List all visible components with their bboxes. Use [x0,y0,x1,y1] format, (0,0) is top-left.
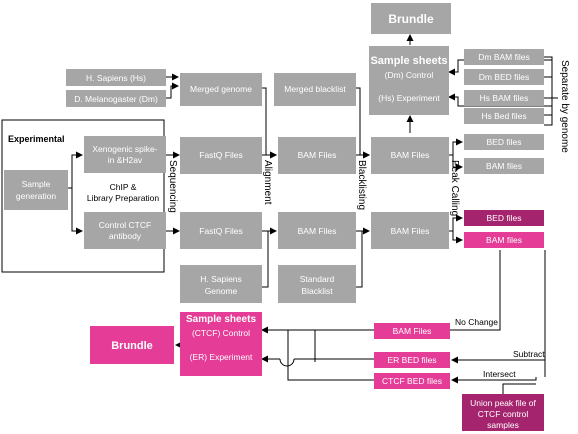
svg-text:Brundle: Brundle [388,12,434,26]
merged-blacklist-box: Merged blacklist [274,73,356,106]
merged-genome-box: Merged genome [180,73,262,106]
svg-text:Hs Bed files: Hs Bed files [481,111,526,121]
fastq-files-bottom-box: FastQ Files [180,212,262,249]
svg-text:(Hs) Experiment: (Hs) Experiment [378,93,440,103]
svg-text:FastQ Files: FastQ Files [199,226,242,236]
svg-text:Dm BAM files: Dm BAM files [478,52,529,62]
svg-text:Dm BED files: Dm BED files [479,72,530,82]
svg-text:Sample: Sample [22,179,51,189]
svg-text:Brundle: Brundle [111,340,153,352]
sample-generation-box: Sample generation [4,170,68,210]
svg-text:Hs BAM files: Hs BAM files [480,93,529,103]
svg-text:ChIP &: ChIP & [110,182,137,192]
svg-text:Library Preparation: Library Preparation [87,193,160,203]
svg-text:(ER) Experiment: (ER) Experiment [190,352,253,362]
svg-text:Sample sheets: Sample sheets [186,314,256,325]
svg-text:Sample sheets: Sample sheets [370,55,447,67]
chip-library-prep-label: ChIP & Library Preparation [87,182,160,203]
experimental-label: Experimental [8,134,65,144]
standard-blacklist-box: Standard Blacklist [278,265,356,303]
bam-align-bottom-box: BAM Files [278,212,356,249]
peak-calling-stage-label: Peak Calling [449,160,460,216]
svg-text:Merged blacklist: Merged blacklist [284,84,346,94]
svg-text:BAM Files: BAM Files [298,226,337,236]
svg-text:CTCF BED files: CTCF BED files [382,376,442,386]
svg-text:(Dm) Control: (Dm) Control [385,70,434,80]
svg-text:samples: samples [487,420,519,430]
bam-align-top-box: BAM Files [278,137,356,174]
svg-text:H. Sapiens: H. Sapiens [200,274,242,284]
intersect-label: Intersect [483,369,516,379]
svg-text:(CTCF) Control: (CTCF) Control [192,328,250,338]
svg-text:antibody: antibody [109,231,142,241]
svg-text:BAM Files: BAM Files [391,226,430,236]
svg-text:BAM Files: BAM Files [391,150,430,160]
svg-text:BED files: BED files [487,137,522,147]
fastq-files-top-box: FastQ Files [180,137,262,174]
svg-text:in &H2av: in &H2av [108,155,143,165]
svg-text:FastQ Files: FastQ Files [199,150,242,160]
bottom-brundle-box: Brundle [90,326,174,364]
bam-files-gray-box: BAM files [464,158,544,174]
connectors [1,34,558,384]
svg-text:Xenogenic spike-: Xenogenic spike- [92,144,157,154]
svg-text:Union peak file of: Union peak file of [470,398,536,408]
svg-text:BED files: BED files [487,213,522,223]
alignment-stage-label: Alignment [262,160,273,205]
right-files-stack: Dm BAM files Dm BED files Hs BAM files H… [464,49,544,124]
bam-files-pink-box: BAM files [464,232,544,248]
blacklisting-stage-label: Blacklisting [356,160,367,210]
svg-text:BAM Files: BAM Files [393,326,432,336]
bam-blacklist-top-box: BAM Files [371,137,449,174]
svg-text:generation: generation [16,191,56,201]
svg-text:H. Sapiens (Hs): H. Sapiens (Hs) [86,73,146,83]
svg-text:CTCF control: CTCF control [478,409,529,419]
svg-text:Genome: Genome [205,286,238,296]
union-peak-file-box: Union peak file of CTCF control samples [462,394,544,431]
svg-text:BAM Files: BAM Files [298,150,337,160]
sequencing-stage-label: Sequencing [167,160,178,213]
top-brundle-box: Brundle [371,3,451,34]
bam-files-bottom-pink-box: BAM Files [374,323,450,339]
separate-by-genome-label: Separate by genome [559,60,570,153]
ctcf-bed-files-box: CTCF BED files [374,373,450,389]
dm-genome-input: D. Melanogaster (Dm) [66,90,166,107]
hs-genome-standard-box: H. Sapiens Genome [180,265,262,303]
svg-text:BAM files: BAM files [486,161,522,171]
svg-text:Standard: Standard [300,274,335,284]
svg-text:Merged genome: Merged genome [190,84,252,94]
bottom-sample-sheets-box: Sample sheets (CTCF) Control (ER) Experi… [180,312,262,376]
svg-text:Control CTCF: Control CTCF [99,220,151,230]
experimental-group-border [1,119,165,273]
bed-files-pink-box: BED files [464,210,544,226]
svg-text:ER BED files: ER BED files [387,355,436,365]
no-change-label: No Change [455,317,498,327]
svg-text:Blacklist: Blacklist [301,286,333,296]
er-bed-files-box: ER BED files [374,352,450,368]
subtract-label: Subtract [513,349,545,359]
bed-files-gray-box: BED files [464,134,544,150]
top-sample-sheets-box: Sample sheets (Dm) Control (Hs) Experime… [369,46,449,115]
svg-text:BAM files: BAM files [486,235,522,245]
control-ctcf-antibody-box: Control CTCF antibody [84,212,166,249]
hs-genome-input: H. Sapiens (Hs) [66,69,166,86]
bam-blacklist-bottom-box: BAM Files [371,212,449,249]
svg-text:D. Melanogaster (Dm): D. Melanogaster (Dm) [74,94,158,104]
xenogenic-spike-in-box: Xenogenic spike- in &H2av [84,136,166,173]
